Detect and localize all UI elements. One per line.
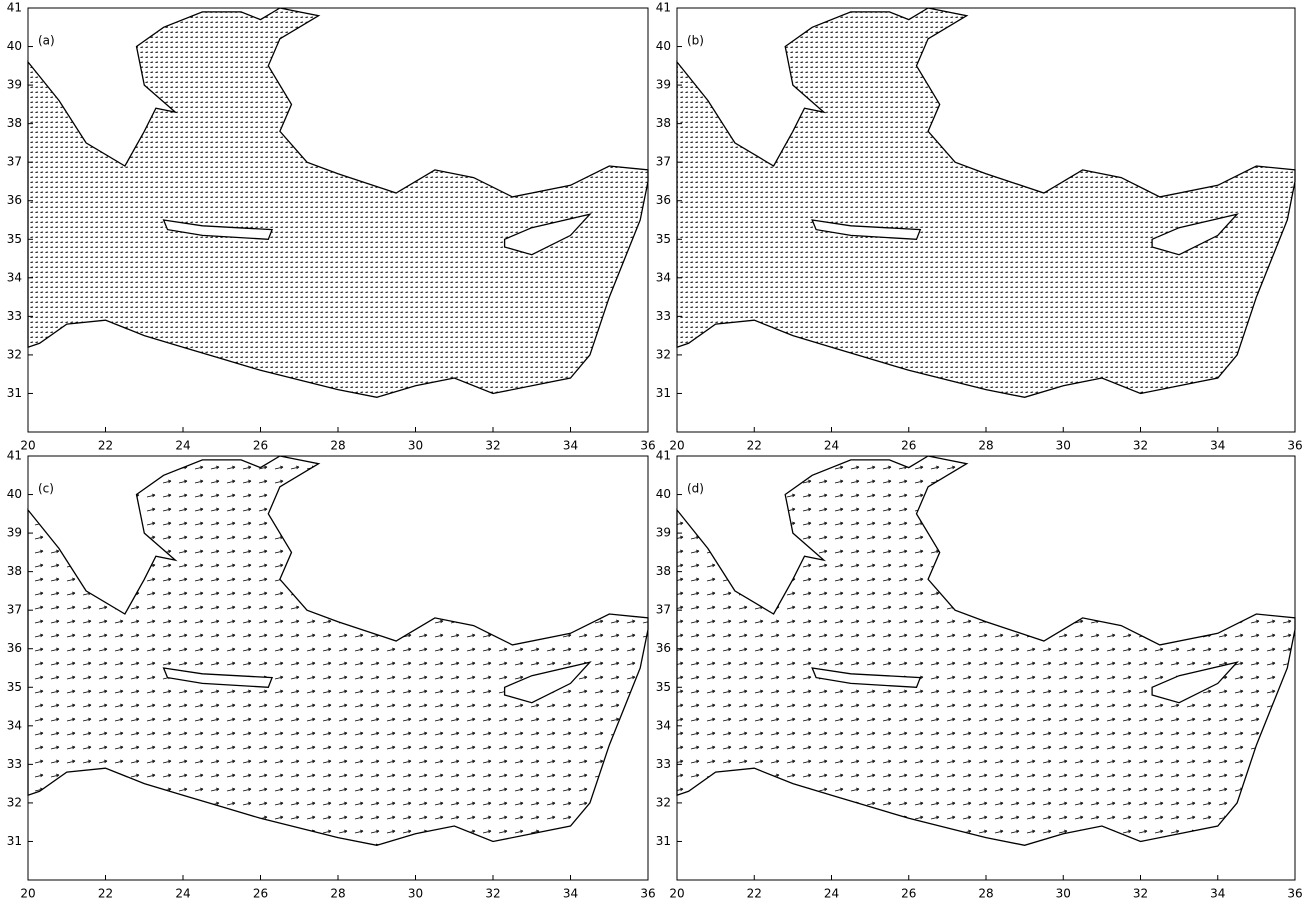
panel-label: (d)	[687, 482, 704, 496]
y-tick-label: 40	[656, 487, 671, 501]
y-tick-label: 39	[656, 526, 671, 540]
y-tick-label: 35	[656, 232, 671, 246]
sea-vector-field	[676, 7, 1296, 398]
x-tick-label: 32	[485, 439, 500, 453]
y-tick-label: 39	[7, 78, 22, 92]
x-tick-label: 20	[20, 439, 35, 453]
x-tick-label: 36	[640, 887, 655, 901]
x-tick-label: 24	[824, 439, 839, 453]
map-panel: 20 22 24 26 28 30 32 34 36 31 32 33 34 35 36 37 38 39 40 41…	[7, 449, 656, 901]
x-tick-label: 30	[408, 439, 423, 453]
y-tick-label: 41	[7, 449, 22, 463]
x-tick-label: 24	[824, 887, 839, 901]
y-tick-label: 34	[656, 718, 671, 732]
map-panel: 20 22 24 26 28 30 32 34 36 31 32 33 34 35 36 37 38 39 40 41…	[656, 449, 1303, 901]
y-tick-label: 40	[7, 39, 22, 53]
y-tick-label: 40	[656, 39, 671, 53]
y-tick-label: 37	[656, 603, 671, 617]
x-tick-label: 28	[330, 887, 345, 901]
y-tick-label: 31	[656, 386, 671, 400]
y-tick-label: 32	[7, 795, 22, 809]
x-tick-label: 26	[253, 887, 268, 901]
x-tick-label: 22	[747, 887, 762, 901]
y-tick-label: 31	[7, 834, 22, 848]
y-tick-label: 34	[7, 270, 22, 284]
y-tick-label: 36	[7, 641, 22, 655]
panel-label: (c)	[38, 482, 54, 496]
y-tick-label: 33	[7, 757, 22, 771]
y-tick-label: 39	[7, 526, 22, 540]
x-tick-label: 26	[901, 887, 916, 901]
x-tick-label: 34	[563, 887, 578, 901]
x-tick-label: 24	[175, 439, 190, 453]
map-panel: 20 22 24 26 28 30 32 34 36 31 32 33 34 35 36 37 38 39 40 41…	[656, 1, 1303, 453]
y-tick-label: 37	[656, 155, 671, 169]
y-tick-label: 32	[656, 795, 671, 809]
x-tick-label: 24	[175, 887, 190, 901]
sea-vector-field	[27, 7, 649, 398]
sea-vector-field	[676, 455, 1296, 846]
y-tick-label: 38	[656, 116, 671, 130]
x-tick-label: 26	[901, 439, 916, 453]
y-tick-label: 41	[7, 1, 22, 15]
map-panel: 20 22 24 26 28 30 32 34 36 31 32 33 34 35 36 37 38 39 40 41…	[7, 1, 656, 453]
y-tick-label: 39	[656, 78, 671, 92]
y-tick-label: 34	[7, 718, 22, 732]
x-tick-label: 28	[978, 439, 993, 453]
y-tick-label: 31	[656, 834, 671, 848]
y-tick-label: 35	[656, 680, 671, 694]
x-tick-label: 36	[1287, 887, 1302, 901]
panel-label: (a)	[38, 34, 55, 48]
x-tick-label: 32	[1133, 887, 1148, 901]
y-tick-label: 33	[7, 309, 22, 323]
y-tick-label: 41	[656, 449, 671, 463]
x-tick-label: 34	[563, 439, 578, 453]
y-tick-label: 33	[656, 309, 671, 323]
y-tick-label: 32	[656, 347, 671, 361]
y-tick-label: 37	[7, 155, 22, 169]
y-tick-label: 38	[7, 116, 22, 130]
x-tick-label: 26	[253, 439, 268, 453]
y-tick-label: 35	[7, 680, 22, 694]
x-tick-label: 20	[20, 887, 35, 901]
y-tick-label: 35	[7, 232, 22, 246]
x-tick-label: 20	[669, 439, 684, 453]
y-tick-label: 34	[656, 270, 671, 284]
x-tick-label: 32	[485, 887, 500, 901]
y-tick-label: 33	[656, 757, 671, 771]
x-tick-label: 36	[640, 439, 655, 453]
x-tick-label: 30	[1056, 887, 1071, 901]
x-tick-label: 30	[1056, 439, 1071, 453]
sea-vector-field	[27, 455, 649, 846]
y-tick-label: 38	[7, 564, 22, 578]
y-tick-label: 38	[656, 564, 671, 578]
x-tick-label: 20	[669, 887, 684, 901]
y-tick-label: 36	[656, 641, 671, 655]
x-tick-label: 22	[747, 439, 762, 453]
x-tick-label: 28	[978, 887, 993, 901]
x-tick-label: 34	[1210, 887, 1225, 901]
y-tick-label: 31	[7, 386, 22, 400]
x-tick-label: 32	[1133, 439, 1148, 453]
y-tick-label: 37	[7, 603, 22, 617]
y-tick-label: 41	[656, 1, 671, 15]
y-tick-label: 36	[656, 193, 671, 207]
x-tick-label: 28	[330, 439, 345, 453]
x-tick-label: 22	[98, 439, 113, 453]
x-tick-label: 36	[1287, 439, 1302, 453]
x-tick-label: 30	[408, 887, 423, 901]
x-tick-label: 34	[1210, 439, 1225, 453]
x-tick-label: 22	[98, 887, 113, 901]
y-tick-label: 36	[7, 193, 22, 207]
y-tick-label: 32	[7, 347, 22, 361]
y-tick-label: 40	[7, 487, 22, 501]
panel-label: (b)	[687, 34, 704, 48]
